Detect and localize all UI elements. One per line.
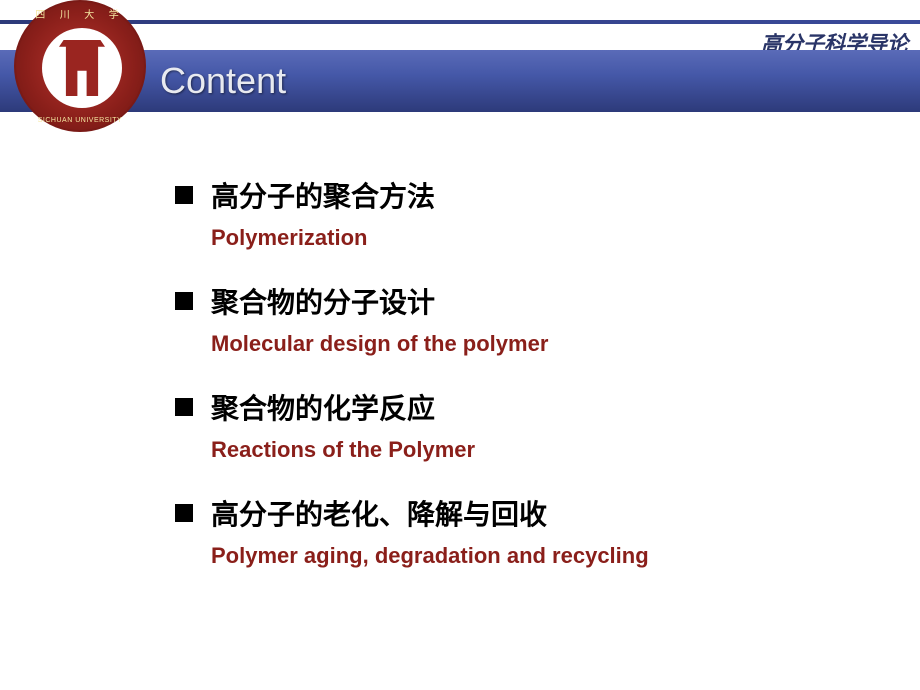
item-title-zh: 高分子的聚合方法 [211, 175, 435, 215]
item-subtitle-en: Polymerization [211, 225, 875, 251]
list-item: 聚合物的分子设计 Molecular design of the polymer [175, 281, 875, 357]
list-item-row: 聚合物的化学反应 [175, 387, 875, 427]
logo-text-top: 四 川 大 学 [16, 6, 144, 21]
logo-gate-icon [59, 40, 105, 96]
list-item-row: 高分子的聚合方法 [175, 175, 875, 215]
slide-title: Content [160, 60, 286, 102]
square-bullet-icon [175, 398, 193, 416]
logo-inner-circle [42, 28, 122, 108]
item-subtitle-en: Molecular design of the polymer [211, 331, 875, 357]
logo-outer-ring: 四 川 大 学 SICHUAN UNIVERSITY [14, 0, 146, 132]
item-subtitle-en: Polymer aging, degradation and recycling [211, 543, 875, 569]
square-bullet-icon [175, 292, 193, 310]
list-item-row: 高分子的老化、降解与回收 [175, 493, 875, 533]
logo-text-bottom: SICHUAN UNIVERSITY [16, 117, 144, 124]
list-item-row: 聚合物的分子设计 [175, 281, 875, 321]
list-item: 高分子的聚合方法 Polymerization [175, 175, 875, 251]
content-list: 高分子的聚合方法 Polymerization 聚合物的分子设计 Molecul… [175, 175, 875, 599]
item-subtitle-en: Reactions of the Polymer [211, 437, 875, 463]
list-item: 聚合物的化学反应 Reactions of the Polymer [175, 387, 875, 463]
square-bullet-icon [175, 504, 193, 522]
item-title-zh: 聚合物的化学反应 [211, 387, 435, 427]
university-logo: 四 川 大 学 SICHUAN UNIVERSITY [14, 0, 146, 132]
square-bullet-icon [175, 186, 193, 204]
item-title-zh: 高分子的老化、降解与回收 [211, 493, 547, 533]
list-item: 高分子的老化、降解与回收 Polymer aging, degradation … [175, 493, 875, 569]
item-title-zh: 聚合物的分子设计 [211, 281, 435, 321]
